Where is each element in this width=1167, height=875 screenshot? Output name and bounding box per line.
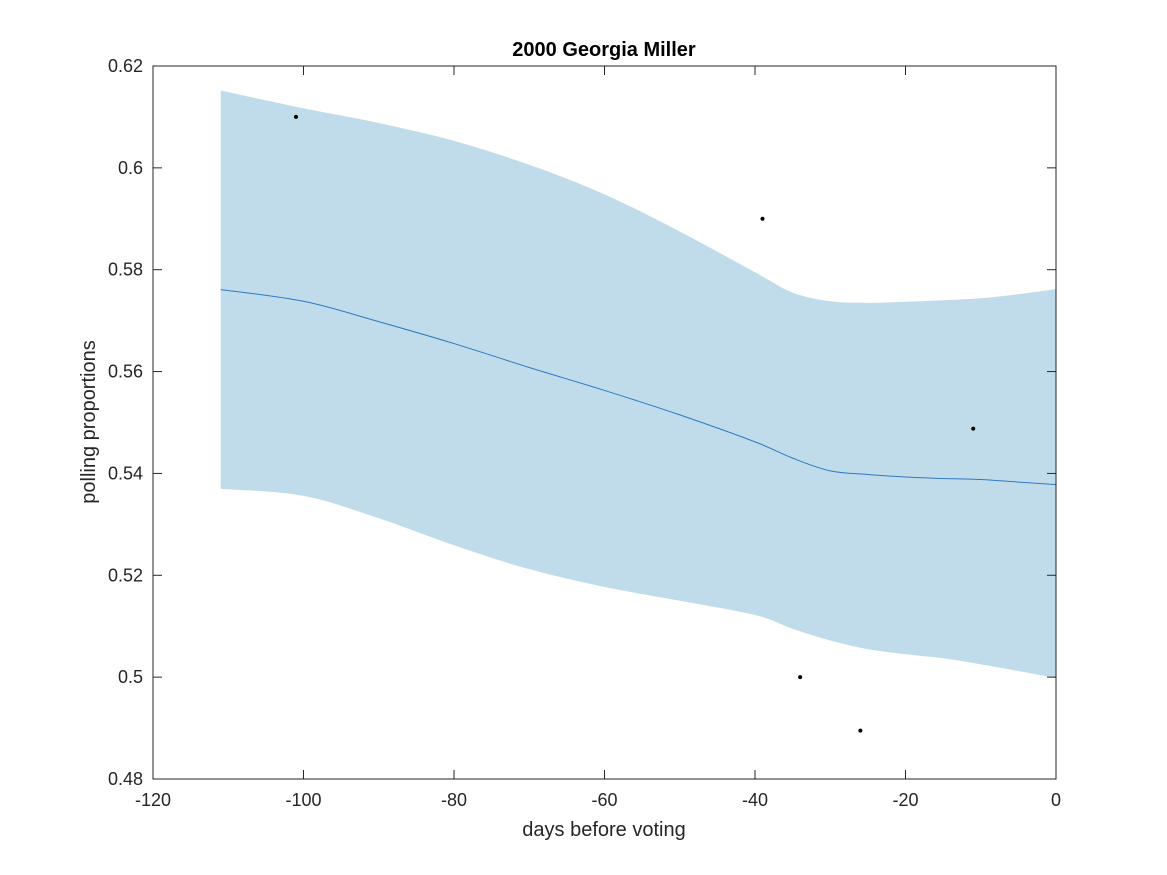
x-tick-label: -40: [742, 790, 768, 810]
chart-title: 2000 Georgia Miller: [512, 39, 696, 61]
x-axis-label: days before voting: [522, 819, 685, 841]
y-tick-label: 0.5: [118, 667, 143, 687]
x-tick-label: -60: [591, 790, 617, 810]
x-tick-label: -80: [441, 790, 467, 810]
poll-point: [971, 426, 976, 431]
y-axis-label: polling proportions: [78, 340, 100, 503]
y-tick-label: 0.48: [108, 769, 143, 789]
poll-point: [293, 114, 298, 119]
y-tick-label: 0.58: [108, 260, 143, 280]
y-tick-label: 0.62: [108, 56, 143, 76]
x-tick-label: 0: [1051, 790, 1061, 810]
y-tick-label: 0.52: [108, 565, 143, 585]
poll-point: [760, 216, 765, 221]
poll-points-layer: [293, 114, 976, 733]
trend-line-layer: [220, 289, 1057, 486]
poll-point: [798, 675, 803, 680]
y-axis: 0.48 0.5 0.52 0.54 0.56 0.58 0.6 0.62: [108, 56, 1056, 789]
confidence-band: [220, 90, 1057, 679]
confidence-band-layer: [220, 90, 1057, 679]
x-tick-label: -20: [892, 790, 918, 810]
x-axis: -120 -100 -80 -60 -40 -20 0: [135, 66, 1061, 810]
y-tick-label: 0.6: [118, 158, 143, 178]
x-tick-label: -120: [135, 790, 171, 810]
y-tick-label: 0.54: [108, 463, 143, 483]
x-tick-label: -100: [285, 790, 321, 810]
y-tick-label: 0.56: [108, 362, 143, 382]
poll-point: [858, 728, 863, 733]
trend-line: [220, 289, 1057, 486]
